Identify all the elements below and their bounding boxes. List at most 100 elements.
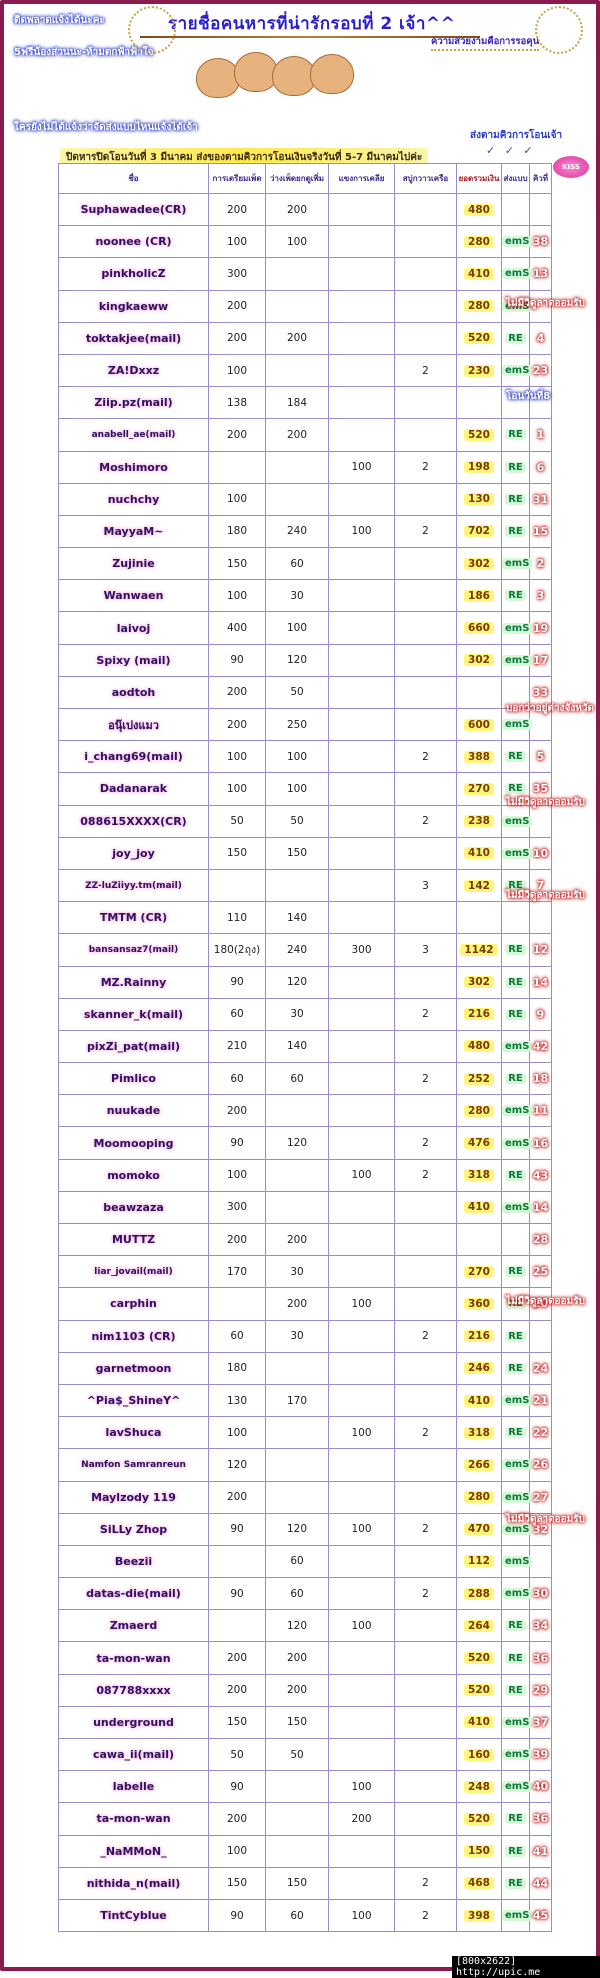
- cell-ship-value: RE: [505, 1362, 526, 1374]
- cell-ship: RE: [501, 1319, 530, 1353]
- cell-item3: [328, 804, 395, 838]
- cell-item1: [208, 1287, 266, 1321]
- cell-ship: emS: [501, 1770, 533, 1804]
- cell-total-value: 410: [464, 1716, 494, 1729]
- cell-ship-value: emS: [502, 1395, 533, 1407]
- table-row: beawzaza 300 410 emS 14: [58, 1190, 552, 1225]
- cell-item1: 110: [208, 901, 266, 935]
- cell-total: 360: [456, 1287, 502, 1321]
- cell-item2: 60: [265, 1898, 329, 1933]
- cell-queue: 40: [529, 1770, 552, 1804]
- cell-ship-value: RE: [505, 1008, 526, 1020]
- row-side-note: ไม่มีวิดูลาดออมรับ: [506, 1514, 585, 1526]
- cell-ship: RE: [501, 965, 530, 999]
- kiss-stamp-icon: KISS: [553, 156, 589, 178]
- cell-queue-value: 34: [532, 1619, 549, 1633]
- cell-item4: [394, 1834, 457, 1868]
- table-row: labelle 90 100 248 emS 40: [58, 1770, 552, 1804]
- cell-item4: 2: [394, 514, 457, 549]
- cell-queue-value: 19: [532, 621, 549, 635]
- cell-item1: 50: [208, 1737, 266, 1772]
- cell-item1: 200: [208, 289, 266, 323]
- cell-queue-value: 10: [532, 846, 549, 860]
- cell-ship-value: RE: [505, 1169, 526, 1181]
- cell-ship: RE: [501, 321, 530, 355]
- cell-total: 246: [456, 1351, 502, 1385]
- cell-item1: 100: [208, 579, 266, 613]
- cell-item2: 240: [265, 933, 329, 967]
- cell-name: Moshimoro: [58, 450, 209, 484]
- cell-total-value: 198: [464, 461, 494, 474]
- cell-item2: 200: [265, 192, 329, 227]
- cell-total: 266: [456, 1448, 502, 1482]
- cell-item3: [328, 353, 395, 388]
- order-table: ชื่อ การเตรียมเพ็ด ว่างเพ็ดยกดูเพิ่ม แขง…: [58, 163, 552, 1933]
- col-header-item3: แขงการเคลีย: [328, 163, 395, 194]
- title-underline: [140, 36, 480, 38]
- cell-total: 160: [456, 1737, 502, 1772]
- cell-item4: [394, 1094, 457, 1128]
- cell-total: 248: [456, 1770, 502, 1804]
- cell-total: 270: [456, 1255, 502, 1289]
- cell-total: 302: [456, 643, 502, 677]
- cell-item4: [394, 1770, 457, 1804]
- cell-name: Wanwaen: [58, 579, 209, 613]
- cell-item4: [394, 1480, 457, 1514]
- cell-queue-value: 13: [532, 267, 549, 281]
- cell-queue: 27: [529, 1480, 552, 1514]
- cell-item3: [328, 740, 395, 774]
- cell-total: 280: [456, 1480, 502, 1514]
- cell-name: ZZ-luZiiyy.tm(mail): [58, 868, 209, 903]
- cell-total: 520: [456, 1673, 502, 1707]
- table-row: Wanwaen 100 30 186 RE 3: [58, 579, 552, 613]
- cell-item1: 150: [208, 1705, 266, 1740]
- cell-total: 112: [456, 1544, 502, 1579]
- cell-item2: 30: [265, 1255, 329, 1289]
- cell-item2: [265, 1770, 329, 1804]
- cell-name: TMTM (CR): [58, 901, 209, 935]
- cell-ship: emS: [501, 289, 533, 323]
- cell-name: underground: [58, 1705, 209, 1740]
- table-row: i_chang69(mail) 100 100 2 388 RE 5: [58, 740, 552, 774]
- cell-ship-value: RE: [505, 1877, 526, 1889]
- cell-total-value: 186: [464, 589, 494, 602]
- cell-name: Ziip.pz(mail): [58, 386, 209, 420]
- cell-item4: 2: [394, 1577, 457, 1611]
- table-row: skanner_k(mail) 60 30 2 216 RE 9: [58, 997, 552, 1031]
- shipping-notice: ใครยังไม่ได้แจ้งว่าจัดส่งแบบไหนแจ้งได้เจ…: [14, 122, 198, 133]
- table-row: Ziip.pz(mail) 138 184: [58, 386, 552, 420]
- cell-ship: emS: [501, 1705, 533, 1740]
- cell-item3: [328, 1577, 395, 1611]
- cell-ship: emS: [501, 547, 533, 581]
- cell-item4: [394, 289, 457, 323]
- cell-item4: [394, 225, 457, 259]
- cell-ship: RE: [501, 1834, 530, 1868]
- cell-total: 660: [456, 611, 502, 645]
- cell-item1: 300: [208, 257, 266, 291]
- cell-ship-value: emS: [502, 365, 533, 377]
- cell-item1: 200: [208, 1480, 266, 1514]
- cell-queue: 33: [529, 675, 552, 710]
- cell-queue-value: 26: [532, 1458, 549, 1472]
- cell-queue: 13: [529, 257, 552, 291]
- cell-item2: 120: [265, 965, 329, 999]
- cell-item4: [394, 836, 457, 870]
- cell-total: 238: [456, 804, 502, 838]
- cell-item1: 90: [208, 643, 266, 677]
- cell-queue: 30: [529, 1577, 552, 1611]
- table-row: Zujinie 150 60 302 emS 2: [58, 547, 552, 581]
- cell-queue: 16: [529, 1126, 552, 1160]
- table-row: TMTM (CR) 110 140: [58, 901, 552, 935]
- cell-item4: 2: [394, 1866, 457, 1900]
- cell-total: 398: [456, 1898, 502, 1933]
- cell-ship: emS: [501, 1577, 533, 1611]
- cell-ship: emS: [501, 1737, 533, 1772]
- cell-item4: [394, 1737, 457, 1772]
- cell-item4: [394, 418, 457, 452]
- cell-ship-value: emS: [502, 1137, 533, 1149]
- cell-ship-value: emS: [502, 815, 533, 827]
- cell-item4: [394, 1287, 457, 1321]
- cell-item3: 100: [328, 1158, 395, 1192]
- cell-queue: 17: [529, 643, 552, 677]
- cell-item2: 50: [265, 675, 329, 710]
